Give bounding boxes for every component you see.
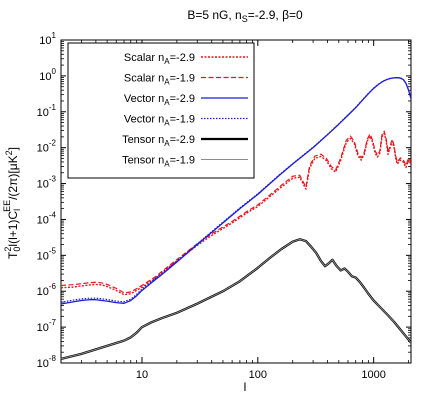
legend-box [67, 42, 255, 179]
y-tick-label: 10-3 [37, 175, 57, 191]
chart-title-rest: =-2.9, β=0 [248, 8, 303, 22]
series-line-4 [61, 238, 411, 361]
legend-label-2: Vector nA=-2.9 [124, 93, 195, 107]
series-line-3 [61, 76, 411, 303]
y-tick-label: 10-2 [37, 139, 57, 155]
series-layer [61, 76, 411, 361]
y-tick-label: 10-8 [37, 354, 57, 370]
y-tick-label: 10-4 [37, 210, 57, 226]
series-line-1 [61, 130, 411, 294]
series-line-0 [61, 132, 411, 296]
legend-label-3: Vector nA=-1.9 [124, 114, 195, 128]
chart-title: B=5 nG, nS=-2.9, β=0 [187, 8, 303, 24]
x-tick-label: 10 [136, 369, 148, 381]
y-tick-label: 10-5 [37, 246, 57, 262]
chart-title-subscript: S [242, 14, 248, 24]
legend-label-1: Scalar nA=-1.9 [124, 73, 195, 87]
plot-area-frame [60, 39, 412, 364]
svg-text:T02l(l+1)ClEE/(2π)[μK2]: T02l(l+1)ClEE/(2π)[μK2] [2, 147, 22, 259]
legend: Scalar nA=-2.9 Scalar nA=-1.9 Vector nA=-2… [67, 42, 255, 179]
y-tick-label: 10-6 [37, 282, 57, 298]
axis-ticks: 10-8 10-7 10-6 10-5 10-4 10-3 10-2 10-1 100 101 10… [37, 31, 411, 381]
y-tick-label: 10-7 [37, 318, 57, 334]
legend-label-0: Scalar nA=-2.9 [124, 52, 195, 66]
x-axis-label: l [244, 380, 247, 394]
y-tick-label: 10-1 [37, 103, 57, 119]
y-axis-label: T02l(l+1)ClEE/(2π)[μK2] [2, 147, 22, 259]
series-line-5 [61, 238, 411, 360]
legend-label-5: Tensor nA=-1.9 [122, 155, 195, 169]
x-tick-label: 100 [249, 369, 267, 381]
y-tick-label: 100 [39, 67, 56, 83]
x-tick-label: 1000 [361, 369, 385, 381]
legend-label-4: Tensor nA=-2.9 [122, 134, 195, 148]
y-tick-label: 101 [39, 31, 56, 47]
